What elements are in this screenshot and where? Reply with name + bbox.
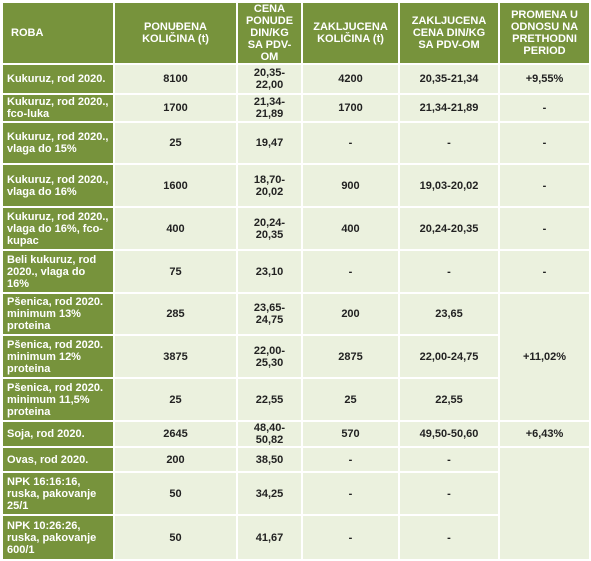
value-cell: - [398,514,500,561]
commodity-cell: NPK 10:26:26, ruska, pakovanje 600/1 [1,514,115,561]
value-cell: 23,65 [398,292,500,336]
value-cell: 285 [113,292,238,336]
commodity-cell: Soja, rod 2020. [1,420,115,448]
value-cell: 75 [113,249,238,294]
commodity-cell: Kukuruz, rod 2020. [1,63,115,95]
commodity-cell: Beli kukuruz, rod 2020., vlaga do 16% [1,249,115,294]
value-cell: 200 [113,446,238,473]
table-row: Kukuruz, rod 2020., vlaga do 16%, fco-ku… [1,206,591,251]
value-cell: - [498,249,591,294]
value-cell: 570 [301,420,400,448]
value-cell: 50 [113,471,238,516]
table-row: Soja, rod 2020. 2645 48,40-50,82 570 49,50-5… [1,420,591,448]
value-cell: 1600 [113,163,238,208]
table-row: Pšenica, rod 2020. minimum 13% proteina 2… [1,292,591,422]
value-cell: 23,10 [236,249,303,294]
value-cell: 18,70-20,02 [236,163,303,208]
value-cell: - [398,249,500,294]
value-cell: 22,55 [398,377,500,422]
value-cell: 19,47 [236,121,303,165]
table-row: Kukuruz, rod 2020., fco-luka 1700 21,34-21… [1,93,591,123]
header-cell: CENA PONUDE DIN/KG SA PDV-OM [236,1,303,65]
table-row: Pšenica, rod 2020. minimum 12% proteina 3… [1,334,590,379]
value-cell: 200 [301,292,400,336]
value-cell: 3875 [113,334,238,379]
value-cell: 22,00-24,75 [398,334,500,379]
value-cell: 20,24-20,35 [236,206,303,251]
value-cell: 38,50 [236,446,303,473]
value-cell: 2645 [113,420,238,448]
value-cell: +9,55% [498,63,591,95]
value-cell: 900 [301,163,400,208]
table-row: Kukuruz, rod 2020., vlaga do 16% 1600 18,7… [1,163,591,208]
value-cell: 22,55 [236,377,303,422]
value-cell: - [498,121,591,165]
value-cell: 22,00-25,30 [236,334,303,379]
value-cell: 25 [113,377,238,422]
value-cell: 400 [113,206,238,251]
value-cell: - [398,446,500,473]
commodity-cell: NPK 16:16:16, ruska, pakovanje 25/1 [1,471,115,516]
value-cell: 20,35-22,00 [236,63,303,95]
table-row: Beli kukuruz, rod 2020., vlaga do 16% 75 2… [1,249,591,294]
value-cell: 21,34-21,89 [236,93,303,123]
commodity-cell: Kukuruz, rod 2020., vlaga do 16% [1,163,115,208]
table-body: Kukuruz, rod 2020. 8100 20,35-22,00 4200 20,… [1,63,591,561]
header-row: ROBA PONUĐENA KOLIČINA (t) CENA PONUDE DIN… [1,1,591,65]
commodity-cell: Kukuruz, rod 2020., fco-luka [1,93,115,123]
value-cell: - [301,514,400,561]
commodity-cell: Kukuruz, rod 2020., vlaga do 16%, fco-ku… [1,206,115,251]
value-cell: +11,02% [498,292,591,422]
value-cell: 400 [301,206,400,251]
value-cell: - [301,446,400,473]
empty-cell [498,446,591,561]
value-cell: - [398,471,500,516]
value-cell: - [301,121,400,165]
header-cell: PONUĐENA KOLIČINA (t) [113,1,238,65]
value-cell: 25 [301,377,400,422]
value-cell: 48,40-50,82 [236,420,303,448]
value-cell: 20,24-20,35 [398,206,500,251]
value-cell: 23,65-24,75 [236,292,303,336]
value-cell: 50 [113,514,238,561]
value-cell: - [301,471,400,516]
value-cell: 34,25 [236,471,303,516]
table-row: Kukuruz, rod 2020., vlaga do 15% 25 19,47-… [1,121,591,165]
value-cell: - [498,206,591,251]
header-cell: ROBA [1,1,115,65]
value-cell: 4200 [301,63,400,95]
commodity-cell: Pšenica, rod 2020. minimum 12% proteina [1,334,115,379]
value-cell: +6,43% [498,420,591,448]
value-cell: - [398,121,500,165]
value-cell: 19,03-20,02 [398,163,500,208]
value-cell: 41,67 [236,514,303,561]
header-cell: ZAKLJUCENA KOLIČINA (t) [301,1,400,65]
value-cell: - [498,163,591,208]
value-cell: 25 [113,121,238,165]
commodity-cell: Kukuruz, rod 2020., vlaga do 15% [1,121,115,165]
value-cell: 20,35-21,34 [398,63,500,95]
value-cell: - [301,249,400,294]
value-cell: 49,50-50,60 [398,420,500,448]
table-row: Kukuruz, rod 2020. 8100 20,35-22,00 4200 20,… [1,63,591,95]
commodity-cell: Pšenica, rod 2020. minimum 13% proteina [1,292,115,336]
header-cell: ZAKLJUCENA CENA DIN/KG SA PDV-OM [398,1,500,65]
table-row: Ovas, rod 2020. 200 38,50- - [1,446,591,561]
value-cell: 8100 [113,63,238,95]
value-cell: 2875 [301,334,400,379]
value-cell: 21,34-21,89 [398,93,500,123]
table-row: Pšenica, rod 2020. minimum 11,5% protein… [1,377,590,422]
value-cell: - [498,93,591,123]
header-cell: PROMENA U ODNOSU NA PRETHODNI PERIOD [498,1,591,65]
value-cell: 1700 [113,93,238,123]
commodity-cell: Pšenica, rod 2020. minimum 11,5% protein… [1,377,115,422]
value-cell: 1700 [301,93,400,123]
table-row: NPK 16:16:16, ruska, pakovanje 25/1 50 34,… [1,471,590,516]
commodity-cell: Ovas, rod 2020. [1,446,115,473]
